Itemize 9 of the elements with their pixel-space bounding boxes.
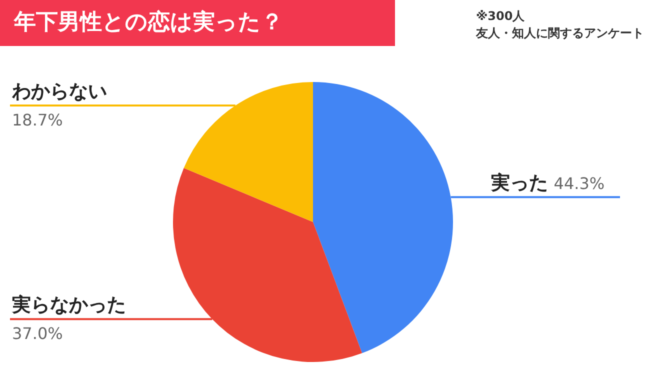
text: 友人・知人に関するアンケート [476,25,644,42]
slice-label: 実らなかった [11,294,126,316]
text: ※300人 [476,8,526,25]
slice-label: 実った [490,172,548,194]
data-label: 37.0% [12,324,63,344]
data-label: 18.7% [12,110,63,130]
slice-label: わからない [11,80,107,102]
data-label: 44.3% [554,174,605,194]
chart-title: 年下男性との恋は実った？ [0,0,395,46]
